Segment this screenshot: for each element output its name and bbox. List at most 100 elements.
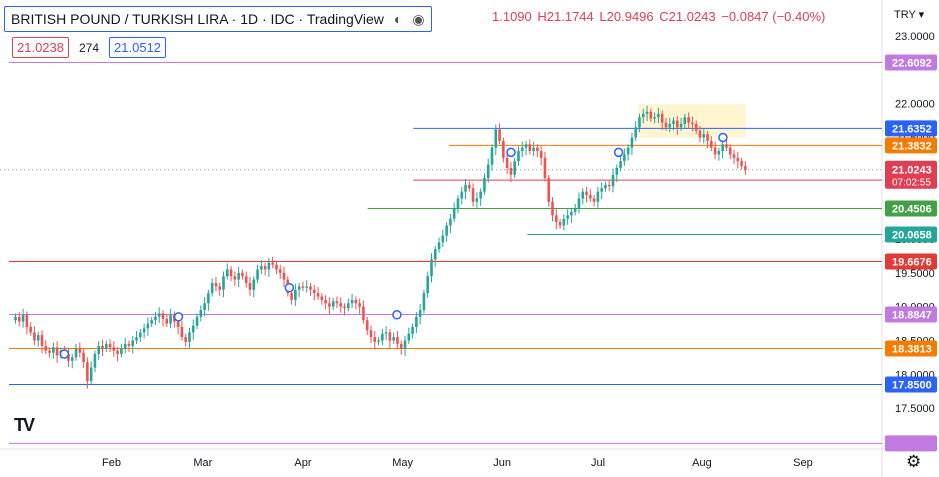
candle-body — [566, 215, 569, 219]
candle-body — [93, 354, 97, 368]
x-tick-label: Feb — [102, 457, 121, 469]
level-tag — [885, 376, 937, 393]
candle-body — [732, 154, 736, 158]
candle-body — [520, 147, 524, 152]
countdown-label: 07:02:55 — [892, 178, 931, 189]
ask-price[interactable]: 21.0512 — [109, 37, 167, 58]
last-price-label: 21.0243 — [892, 165, 932, 177]
candle-body — [672, 120, 675, 124]
candle-body — [328, 303, 331, 307]
candle-body — [596, 191, 600, 202]
x-tick-label: Sep — [793, 457, 813, 469]
candle-body — [157, 313, 161, 317]
candle-body — [407, 333, 411, 341]
candle-body — [498, 129, 501, 141]
level-tag-label: 17.8500 — [892, 379, 932, 391]
level-tag — [885, 306, 937, 323]
tradingview-logo[interactable]: TV — [14, 415, 35, 435]
candle-body — [218, 286, 222, 290]
candle-body — [282, 272, 286, 280]
candle-body — [411, 326, 414, 334]
eye-icon[interactable]: ◉ — [412, 10, 425, 27]
candle-body — [14, 316, 17, 321]
candle-body — [573, 208, 577, 212]
candle-body — [74, 348, 78, 358]
candle-body — [483, 178, 486, 192]
candle-body — [452, 208, 456, 219]
candle-body — [713, 147, 717, 155]
candle-body — [381, 333, 384, 341]
level-tag — [885, 435, 937, 452]
candle-body — [108, 343, 112, 348]
level-tag-label: 21.3832 — [892, 140, 932, 152]
candle-body — [626, 147, 630, 155]
candle-body — [471, 188, 475, 202]
candle-body — [543, 157, 547, 179]
event-marker — [284, 282, 295, 293]
candle-body — [55, 347, 59, 356]
candle-body — [36, 335, 40, 341]
candle-body — [694, 123, 698, 131]
candle-body — [456, 198, 460, 209]
candle-body — [539, 151, 543, 158]
candle-body — [687, 117, 690, 123]
candle-body — [702, 134, 706, 138]
candle-body — [581, 191, 585, 199]
candle-body — [623, 154, 626, 162]
candle-body — [191, 325, 195, 333]
candle-body — [676, 120, 679, 128]
candle-body — [668, 123, 672, 128]
level-tag — [885, 54, 937, 71]
candle-body — [297, 286, 301, 290]
candle-body — [252, 279, 256, 290]
candle-body — [40, 335, 44, 346]
candle-body — [706, 134, 709, 141]
y-tick-label: 19.5000 — [895, 268, 935, 280]
candle-body — [691, 122, 694, 124]
symbol-legend[interactable]: BRITISH POUND / TURKISH LIRA · 1D · IDC … — [4, 6, 432, 32]
candle-body — [486, 164, 490, 179]
candle-body — [547, 178, 551, 202]
level-tag-label: 18.3813 — [892, 344, 932, 356]
candle-body — [214, 282, 218, 287]
candle-body — [154, 316, 157, 321]
y-tick-label: 22.0000 — [895, 99, 935, 111]
candle-body — [222, 276, 225, 290]
candle-body — [585, 191, 588, 196]
x-tick-label: May — [392, 457, 413, 469]
candle-body — [320, 296, 324, 300]
candle-body — [188, 332, 191, 342]
bid-price[interactable]: 21.0238 — [12, 37, 69, 58]
gear-icon[interactable]: ⚙ — [906, 452, 922, 471]
candle-body — [641, 113, 645, 118]
candle-body — [490, 147, 494, 165]
ohlc-readout: 1.1090 H21.1744 L20.9496 C21.0243 −0.084… — [492, 9, 827, 24]
candle-body — [551, 201, 554, 216]
candle-body — [294, 289, 297, 300]
candle-body — [418, 310, 422, 317]
currency-selector[interactable]: TRY ▾ — [894, 9, 925, 21]
candle-body — [524, 144, 528, 148]
candle-body — [468, 184, 471, 189]
candle-body — [513, 161, 516, 175]
y-tick-label: 23.0000 — [895, 31, 935, 43]
candle-body — [86, 362, 89, 382]
hide-legend-icon[interactable]: ◐ — [393, 11, 403, 27]
candle-body — [135, 337, 138, 341]
candle-body — [309, 286, 312, 290]
event-marker — [392, 310, 402, 320]
level-tag — [885, 253, 937, 270]
candle-body — [536, 147, 539, 152]
candle-body — [698, 130, 702, 138]
candle-body — [638, 117, 641, 128]
candle-body — [225, 269, 229, 277]
candle-body — [740, 161, 743, 166]
level-tag-label: 19.6676 — [892, 256, 932, 268]
candle-body — [426, 276, 430, 294]
candle-body — [260, 266, 263, 270]
last-price-tag — [885, 160, 937, 189]
candle-body — [176, 321, 180, 327]
candle-body — [679, 123, 683, 128]
candle-body — [517, 151, 520, 162]
